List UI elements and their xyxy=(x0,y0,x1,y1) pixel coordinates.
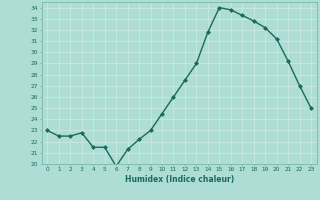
X-axis label: Humidex (Indice chaleur): Humidex (Indice chaleur) xyxy=(124,175,234,184)
